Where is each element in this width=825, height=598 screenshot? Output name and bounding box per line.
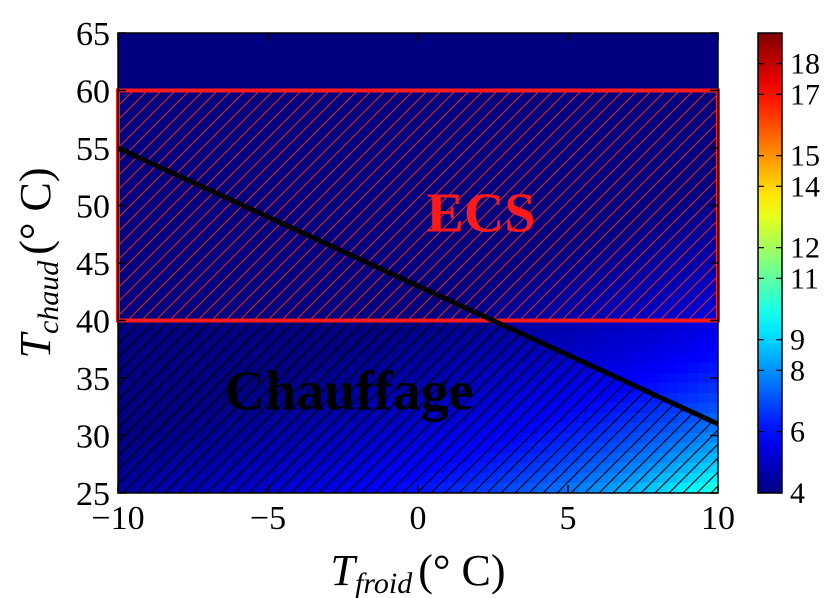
colorbar-gradient bbox=[758, 33, 782, 493]
y-tick-label: 60 bbox=[76, 74, 110, 111]
colorbar-tick-label: 18 bbox=[790, 48, 820, 81]
y-tick-label: 30 bbox=[76, 419, 110, 456]
colorbar-tick-label: 11 bbox=[790, 262, 819, 295]
x-axis-label-unit: (° C) bbox=[418, 546, 505, 595]
x-axis-label: Tfroid (° C) bbox=[331, 546, 506, 598]
y-axis-label-sub: chaud bbox=[32, 260, 65, 334]
chauffage-boundary-line bbox=[116, 145, 720, 427]
colorbar-frame bbox=[757, 32, 783, 494]
x-tick-label: 10 bbox=[701, 500, 735, 537]
colorbar-tick-label: 6 bbox=[790, 416, 805, 449]
colorbar-tick-label: 4 bbox=[790, 477, 805, 510]
colorbar-tick-label: 15 bbox=[790, 140, 820, 173]
x-tick-label: 0 bbox=[410, 500, 427, 537]
y-tick-label: 40 bbox=[76, 304, 110, 341]
y-tick-label: 50 bbox=[76, 189, 110, 226]
annotation-ecs: ECS bbox=[427, 182, 536, 244]
colorbar-tick-label: 9 bbox=[790, 324, 805, 357]
x-tick-label: −10 bbox=[91, 500, 144, 537]
y-tick-label: 25 bbox=[76, 476, 110, 513]
annotation-chauffage: Chauffage bbox=[225, 361, 474, 423]
ecs-region bbox=[118, 90, 718, 321]
y-tick-label: 45 bbox=[76, 246, 110, 283]
y-tick-label: 65 bbox=[76, 16, 110, 53]
x-tick-label: −5 bbox=[250, 500, 286, 537]
colorbar-tick-label: 8 bbox=[790, 354, 805, 387]
colorbar-tick-label: 12 bbox=[790, 232, 820, 265]
y-axis: 25 30 35 40 45 50 55 60 65 bbox=[76, 16, 718, 513]
y-axis-label-main: T bbox=[11, 331, 60, 359]
x-axis: −10 −5 0 5 10 bbox=[91, 33, 735, 537]
y-tick-label: 35 bbox=[76, 361, 110, 398]
y-tick-label: 55 bbox=[76, 131, 110, 168]
x-tick-label: 5 bbox=[560, 500, 577, 537]
colorbar-tick-label: 14 bbox=[790, 170, 820, 203]
x-axis-label-sub: froid bbox=[355, 567, 413, 598]
y-axis-label-unit: (° C) bbox=[11, 167, 60, 254]
x-axis-label-main: T bbox=[331, 546, 359, 595]
colorbar-tick-label: 17 bbox=[790, 78, 820, 111]
y-axis-label: Tchaud (° C) bbox=[11, 167, 65, 358]
